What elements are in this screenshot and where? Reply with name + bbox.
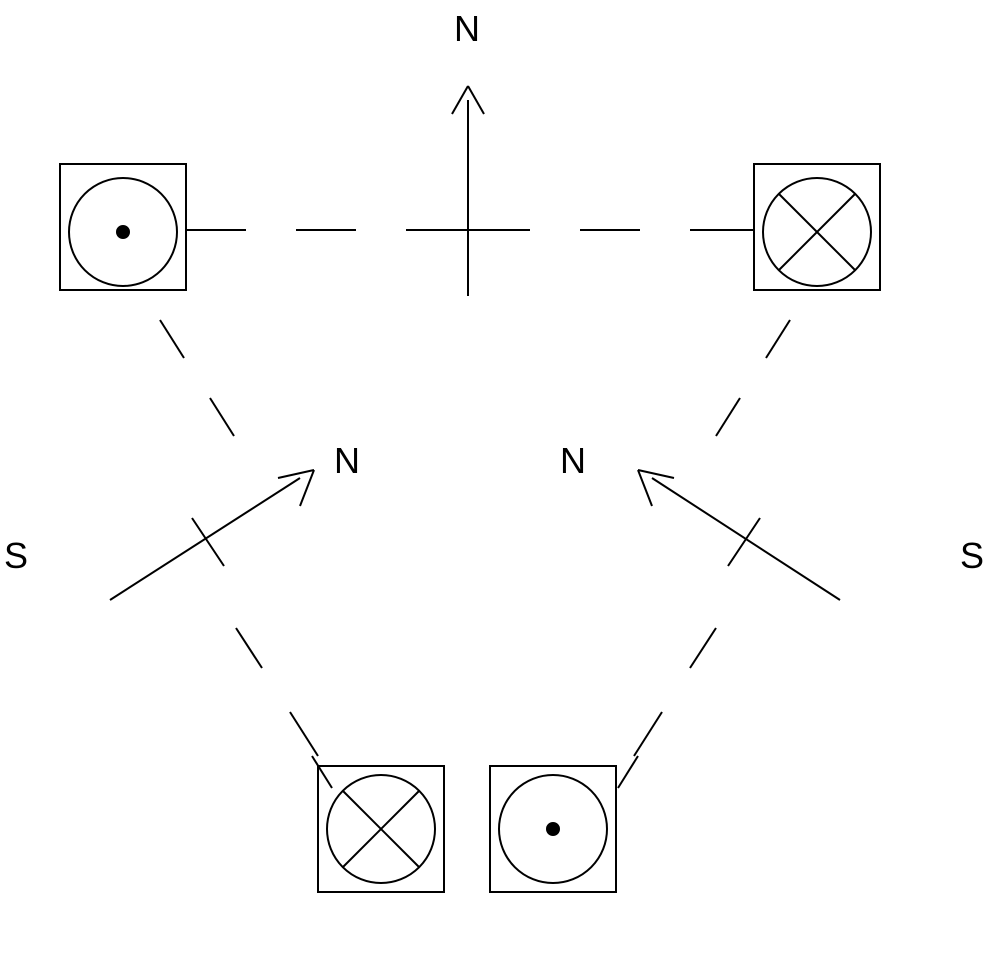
arrow-right-head-a — [638, 470, 674, 478]
arrow-right-head-b — [638, 470, 652, 506]
label-top-N: N — [454, 8, 480, 50]
conductor-bottom-left-tick — [312, 756, 332, 788]
dash-d-right-3 — [634, 712, 662, 756]
conductor-top-right-box — [754, 164, 880, 290]
dash-d-left-2 — [236, 628, 262, 668]
conductor-bottom-right-tick — [618, 756, 638, 788]
conductor-top-left-dot-icon — [117, 226, 129, 238]
arrow-top-head-r — [468, 86, 484, 114]
label-mid-right-N: N — [560, 440, 586, 482]
physics-diagram — [0, 0, 998, 958]
arrow-left-head-b — [300, 470, 314, 506]
arrow-left-head-a — [278, 470, 314, 478]
dash-d-right-2 — [690, 628, 716, 668]
arrow-right-tick — [728, 518, 760, 566]
dash-d-right-1 — [716, 398, 740, 436]
label-right-S: S — [960, 535, 984, 577]
arrow-top-head-l — [452, 86, 468, 114]
label-left-S: S — [4, 535, 28, 577]
dash-d-left-3 — [290, 712, 318, 756]
label-mid-left-N: N — [334, 440, 360, 482]
dash-d-left-0 — [160, 320, 184, 358]
dash-d-right-0 — [766, 320, 790, 358]
arrow-left-tick — [192, 518, 224, 566]
dash-d-left-1 — [210, 398, 234, 436]
conductor-bottom-right-dot-icon — [547, 823, 559, 835]
